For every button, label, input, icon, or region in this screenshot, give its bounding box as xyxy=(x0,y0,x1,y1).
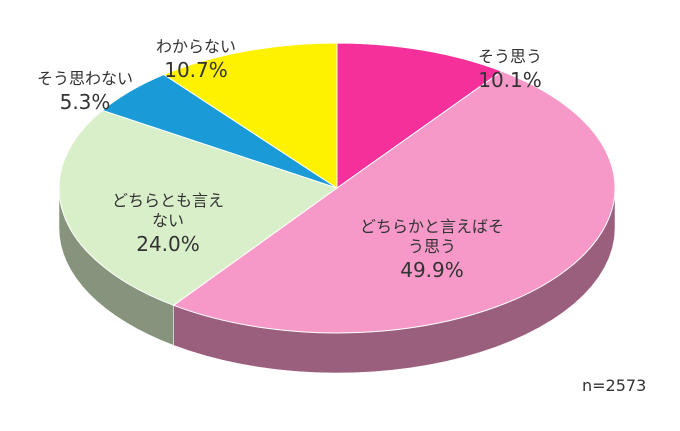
category-name: どちらとも言えない xyxy=(111,191,224,230)
slice-top xyxy=(172,70,616,334)
slice xyxy=(172,70,616,334)
value-label: 49.9% xyxy=(400,258,464,282)
sample-size: n=2573 xyxy=(582,376,647,395)
slice-label: わからない 10.7% xyxy=(136,37,256,83)
value-label: 24.0% xyxy=(136,232,200,256)
slice xyxy=(336,42,503,189)
category-name: わからない xyxy=(155,37,236,56)
slice-label: そう思う 10.1% xyxy=(450,47,570,93)
value-label: 5.3% xyxy=(59,90,111,114)
slice xyxy=(162,42,338,189)
slice xyxy=(58,109,339,306)
slice-top xyxy=(58,109,339,306)
slice-label: どちらとも言えない 24.0% xyxy=(108,191,228,257)
slice-label: そう思わない 5.3% xyxy=(20,69,150,115)
slice-top xyxy=(162,42,338,189)
category-name: そう思わない xyxy=(36,69,133,88)
value-label: 10.7% xyxy=(164,58,228,82)
category-name: そう思う xyxy=(477,47,542,66)
value-label: 10.1% xyxy=(478,68,542,92)
slice-label: どちらかと言えばそう思う 49.9% xyxy=(357,217,507,283)
category-name: どちらかと言えばそう思う xyxy=(359,217,504,256)
slice-top xyxy=(336,42,503,189)
